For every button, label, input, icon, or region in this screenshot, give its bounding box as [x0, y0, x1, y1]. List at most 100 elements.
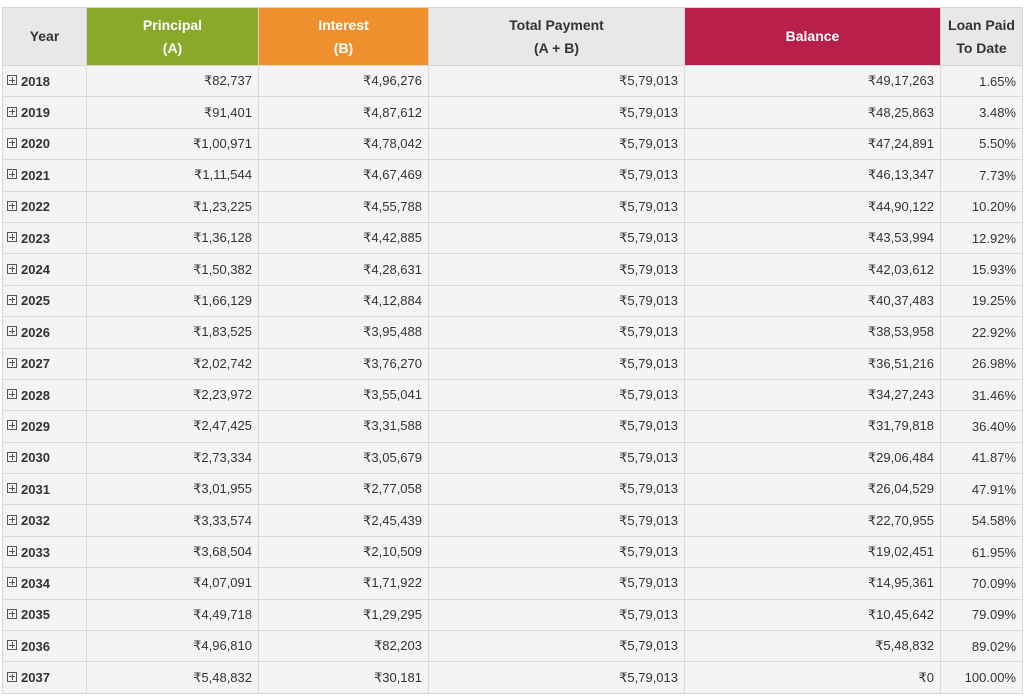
- year-text: 2026: [21, 324, 50, 340]
- year-cell: 2031: [2, 473, 87, 506]
- expand-icon[interactable]: [7, 420, 17, 431]
- value-cell: ₹5,79,013: [428, 378, 685, 412]
- value-cell: ₹4,28,631: [258, 253, 429, 286]
- expand-icon[interactable]: [7, 326, 17, 337]
- table-row: 2031 ₹3,01,955 ₹2,77,058 ₹5,79,013 ₹26,04,52…: [2, 473, 1023, 506]
- year-text: 2029: [21, 418, 50, 434]
- value-cell: ₹5,79,013: [428, 253, 685, 286]
- table-row: 2032 ₹3,33,574 ₹2,45,439 ₹5,79,013 ₹22,70,95…: [2, 504, 1023, 537]
- value-cell: ₹4,67,469: [258, 159, 429, 192]
- year-text: 2035: [21, 607, 50, 623]
- header-cell: Total Payment (A + B): [428, 7, 685, 66]
- expand-icon[interactable]: [7, 263, 17, 274]
- value-cell: 79.09%: [940, 598, 1023, 632]
- value-cell: ₹34,27,243: [684, 378, 941, 412]
- value-cell: ₹43,53,994: [684, 221, 941, 255]
- year-cell: 2023: [2, 221, 87, 255]
- expand-icon[interactable]: [7, 169, 17, 180]
- header-text: Interest: [318, 16, 369, 33]
- value-cell: ₹3,68,504: [86, 535, 259, 569]
- expand-icon[interactable]: [7, 357, 17, 368]
- value-cell: ₹49,17,263: [684, 64, 941, 98]
- value-cell: ₹26,04,529: [684, 473, 941, 506]
- value-cell: 36.40%: [940, 410, 1023, 443]
- year-cell: 2037: [2, 661, 87, 694]
- year-cell: 2024: [2, 253, 87, 286]
- year-text: 2032: [21, 513, 50, 529]
- value-cell: ₹5,48,832: [86, 661, 259, 694]
- value-cell: ₹5,79,013: [428, 127, 685, 161]
- value-cell: ₹2,45,439: [258, 504, 429, 537]
- expand-icon[interactable]: [7, 294, 17, 305]
- value-cell: ₹5,79,013: [428, 64, 685, 98]
- value-cell: 89.02%: [940, 630, 1023, 663]
- value-cell: ₹1,29,295: [258, 598, 429, 632]
- value-cell: ₹4,55,788: [258, 190, 429, 223]
- header-text: Total Payment: [509, 16, 604, 33]
- year-cell: 2025: [2, 284, 87, 318]
- value-cell: ₹5,79,013: [428, 441, 685, 475]
- value-cell: 12.92%: [940, 221, 1023, 255]
- header-cell: Balance: [684, 7, 941, 66]
- expand-icon[interactable]: [7, 514, 17, 525]
- table-row: 2034 ₹4,07,091 ₹1,71,922 ₹5,79,013 ₹14,95,36…: [2, 567, 1023, 600]
- value-cell: ₹82,737: [86, 64, 259, 98]
- table-row: 2030 ₹2,73,334 ₹3,05,679 ₹5,79,013 ₹29,06,48…: [2, 441, 1023, 475]
- header-cell: Year: [2, 7, 87, 66]
- expand-icon[interactable]: [7, 671, 17, 682]
- expand-icon[interactable]: [7, 232, 17, 243]
- expand-icon[interactable]: [7, 608, 17, 619]
- year-text: 2019: [21, 105, 50, 121]
- value-cell: ₹5,79,013: [428, 504, 685, 537]
- expand-icon[interactable]: [7, 389, 17, 400]
- header-cell: Principal (A): [86, 7, 259, 66]
- year-cell: 2018: [2, 64, 87, 98]
- expand-icon[interactable]: [7, 546, 17, 557]
- value-cell: ₹91,401: [86, 96, 259, 129]
- expand-icon[interactable]: [7, 137, 17, 148]
- value-cell: ₹5,79,013: [428, 630, 685, 663]
- expand-icon[interactable]: [7, 451, 17, 462]
- value-cell: ₹30,181: [258, 661, 429, 694]
- value-cell: ₹5,79,013: [428, 316, 685, 349]
- value-cell: ₹3,05,679: [258, 441, 429, 475]
- value-cell: ₹5,79,013: [428, 567, 685, 600]
- year-cell: 2022: [2, 190, 87, 223]
- year-text: 2021: [21, 167, 50, 183]
- value-cell: ₹5,79,013: [428, 347, 685, 380]
- year-text: 2024: [21, 262, 50, 278]
- year-cell: 2027: [2, 347, 87, 380]
- value-cell: ₹2,47,425: [86, 410, 259, 443]
- value-cell: ₹36,51,216: [684, 347, 941, 380]
- value-cell: ₹4,49,718: [86, 598, 259, 632]
- expand-icon[interactable]: [7, 106, 17, 117]
- table-row: 2025 ₹1,66,129 ₹4,12,884 ₹5,79,013 ₹40,37,48…: [2, 284, 1023, 318]
- table-row: 2023 ₹1,36,128 ₹4,42,885 ₹5,79,013 ₹43,53,99…: [2, 221, 1023, 255]
- expand-icon[interactable]: [7, 75, 17, 86]
- expand-icon[interactable]: [7, 483, 17, 494]
- value-cell: 47.91%: [940, 473, 1023, 506]
- value-cell: 41.87%: [940, 441, 1023, 475]
- year-text: 2027: [21, 356, 50, 372]
- value-cell: ₹1,36,128: [86, 221, 259, 255]
- year-cell: 2032: [2, 504, 87, 537]
- value-cell: ₹4,42,885: [258, 221, 429, 255]
- table-row: 2022 ₹1,23,225 ₹4,55,788 ₹5,79,013 ₹44,90,12…: [2, 190, 1023, 223]
- header-row: Year Principal (A) Interest (B) Total Payment…: [2, 7, 1023, 66]
- year-cell: 2020: [2, 127, 87, 161]
- value-cell: ₹29,06,484: [684, 441, 941, 475]
- table-row: 2020 ₹1,00,971 ₹4,78,042 ₹5,79,013 ₹47,24,89…: [2, 127, 1023, 161]
- value-cell: ₹5,48,832: [684, 630, 941, 663]
- value-cell: 3.48%: [940, 96, 1023, 129]
- expand-icon[interactable]: [7, 577, 17, 588]
- value-cell: ₹3,33,574: [86, 504, 259, 537]
- value-cell: ₹82,203: [258, 630, 429, 663]
- year-text: 2030: [21, 450, 50, 466]
- value-cell: ₹5,79,013: [428, 410, 685, 443]
- table-row: 2028 ₹2,23,972 ₹3,55,041 ₹5,79,013 ₹34,27,24…: [2, 378, 1023, 412]
- year-text: 2023: [21, 230, 50, 246]
- value-cell: ₹5,79,013: [428, 473, 685, 506]
- expand-icon[interactable]: [7, 640, 17, 651]
- expand-icon[interactable]: [7, 200, 17, 211]
- value-cell: 10.20%: [940, 190, 1023, 223]
